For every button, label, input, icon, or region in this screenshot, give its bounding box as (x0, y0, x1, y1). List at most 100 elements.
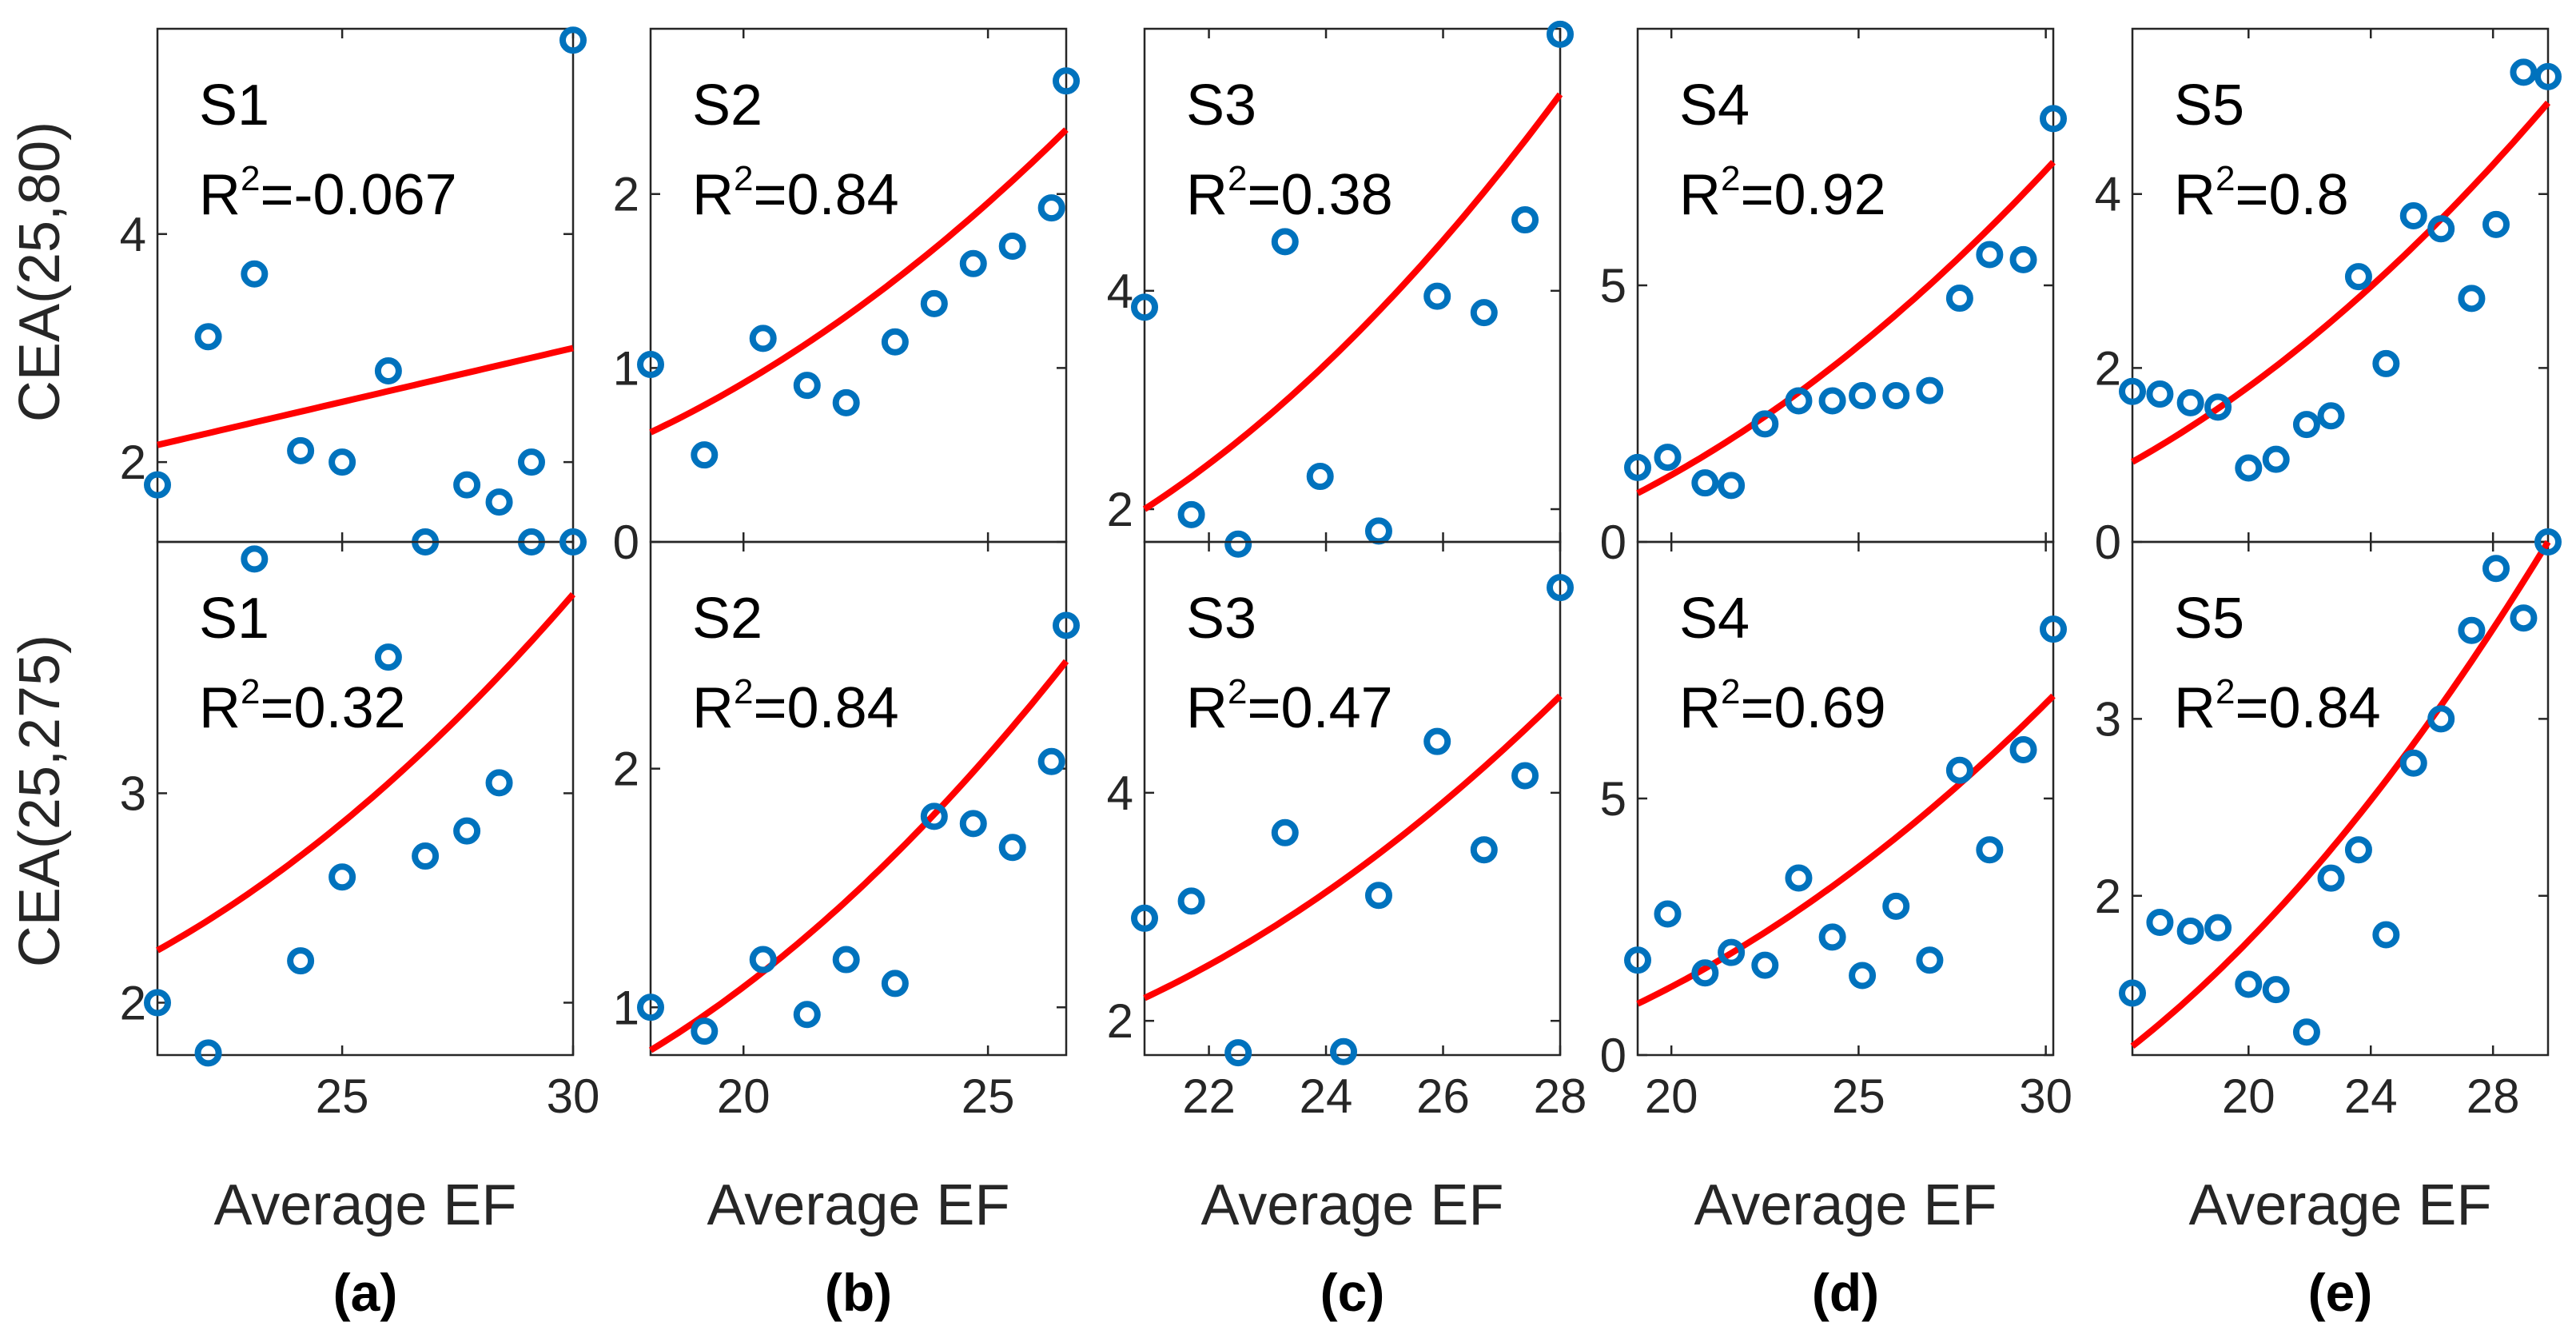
data-point (374, 643, 402, 671)
y-tick-label: 2 (2095, 870, 2121, 923)
data-point (1751, 410, 1779, 438)
xlabel: Average EF (1201, 1173, 1504, 1237)
data-point (881, 328, 909, 356)
data-point (2510, 604, 2538, 632)
data-point (2482, 555, 2510, 583)
series-label: S5 (2174, 74, 2244, 137)
data-point (1423, 282, 1451, 310)
data-point (1785, 864, 1813, 892)
data-point (2040, 105, 2067, 133)
data-point (2204, 914, 2232, 942)
subplot-label: (b) (825, 1263, 892, 1322)
x-tick-label: 26 (1416, 1069, 1470, 1123)
data-point (1470, 836, 1498, 864)
data-point (2534, 528, 2562, 556)
series-label: S3 (1186, 74, 1256, 137)
data-point (2040, 615, 2067, 643)
data-point (1511, 206, 1539, 234)
data-point (328, 448, 356, 476)
data-point (1271, 818, 1299, 846)
data-point (2344, 263, 2372, 291)
x-tick-label: 20 (1645, 1069, 1698, 1123)
data-point (1330, 1037, 1358, 1065)
data-point (1691, 469, 1719, 497)
ylabel-top: CEA(25,80) (8, 121, 72, 422)
data-point (2262, 445, 2290, 473)
y-tick-label: 1 (613, 341, 639, 395)
data-point (1654, 444, 1682, 472)
panel-d-top: 0 5 S4 R2=0.92 (1600, 27, 2067, 569)
r-squared-annotation: R2=0.47 (1186, 672, 1393, 740)
panel-e-top: 0 2 4 S5 R2=0.8 (2095, 27, 2562, 569)
subplot-label: (c) (1320, 1263, 1385, 1322)
data-point (144, 471, 171, 499)
r-squared-annotation: R2=0.92 (1679, 159, 1886, 227)
data-point (832, 388, 860, 416)
data-point (194, 1039, 222, 1067)
series-label: S3 (1186, 587, 1256, 651)
data-point (287, 436, 315, 464)
data-point (1882, 892, 1910, 920)
fit-curve (1143, 693, 1563, 1001)
data-point (2235, 454, 2263, 482)
series-label: S5 (2174, 587, 2244, 651)
x-tick-label: 30 (547, 1069, 600, 1123)
data-point (1882, 382, 1910, 410)
x-tick-label: 30 (2019, 1069, 2072, 1123)
fit-curve (2130, 540, 2551, 1049)
data-point (1818, 923, 1846, 951)
panel-d-bottom: 0 5 20 25 30 S4 R2=0.69 (1600, 540, 2072, 1123)
data-point (1131, 293, 1158, 321)
y-tick-label: 2 (613, 168, 639, 221)
ylabel-bottom: CEA(25,275) (8, 635, 72, 967)
series-label: S1 (199, 74, 269, 137)
data-point (1037, 747, 1065, 775)
fit-curve (2131, 100, 2551, 465)
data-point (2119, 377, 2146, 405)
data-point (1718, 938, 1746, 966)
fit-curve (1636, 160, 2056, 496)
r-squared-annotation: R2=0.84 (2174, 672, 2381, 740)
data-point (1945, 756, 1973, 784)
data-point (453, 471, 481, 499)
y-tick-label: 2 (2095, 341, 2121, 395)
fit-curve (1636, 693, 2056, 1007)
data-point (1547, 574, 1574, 602)
fit-curve (649, 127, 1069, 436)
data-point (1785, 387, 1813, 415)
data-point (374, 357, 402, 384)
r-squared-annotation: R2=0.8 (2174, 159, 2349, 227)
data-point (1177, 500, 1205, 528)
fit-curve (156, 591, 576, 954)
data-point (453, 817, 481, 845)
data-point (2119, 979, 2146, 1007)
y-tick-label: 0 (613, 516, 639, 569)
data-point (637, 994, 664, 1021)
data-point (2292, 411, 2320, 439)
xlabel: Average EF (1694, 1173, 1997, 1237)
subplot-label: (a) (333, 1263, 398, 1322)
data-point (749, 325, 777, 352)
x-tick-label: 28 (1534, 1069, 1587, 1123)
data-point (2146, 380, 2174, 408)
data-point (998, 233, 1026, 261)
y-tick-label: 2 (1107, 483, 1133, 536)
data-point (2262, 976, 2290, 1004)
data-point (2009, 245, 2037, 273)
panel-b-bottom: 1 2 20 25 S2 R2=0.84 (613, 540, 1080, 1123)
series-label: S4 (1679, 587, 1750, 651)
data-point (194, 323, 222, 351)
data-point (2458, 285, 2486, 313)
r-squared-annotation: R2=0.69 (1679, 672, 1886, 740)
data-point (1053, 611, 1080, 639)
series-label: S2 (692, 74, 762, 137)
data-point (2317, 402, 2345, 430)
data-point (793, 372, 821, 400)
data-point (691, 1017, 719, 1045)
data-point (559, 528, 587, 556)
data-point (2372, 349, 2400, 377)
x-tick-label: 22 (1182, 1069, 1236, 1123)
r-squared-annotation: R2=0.32 (199, 672, 406, 740)
data-point (559, 26, 587, 54)
data-point (920, 289, 948, 317)
